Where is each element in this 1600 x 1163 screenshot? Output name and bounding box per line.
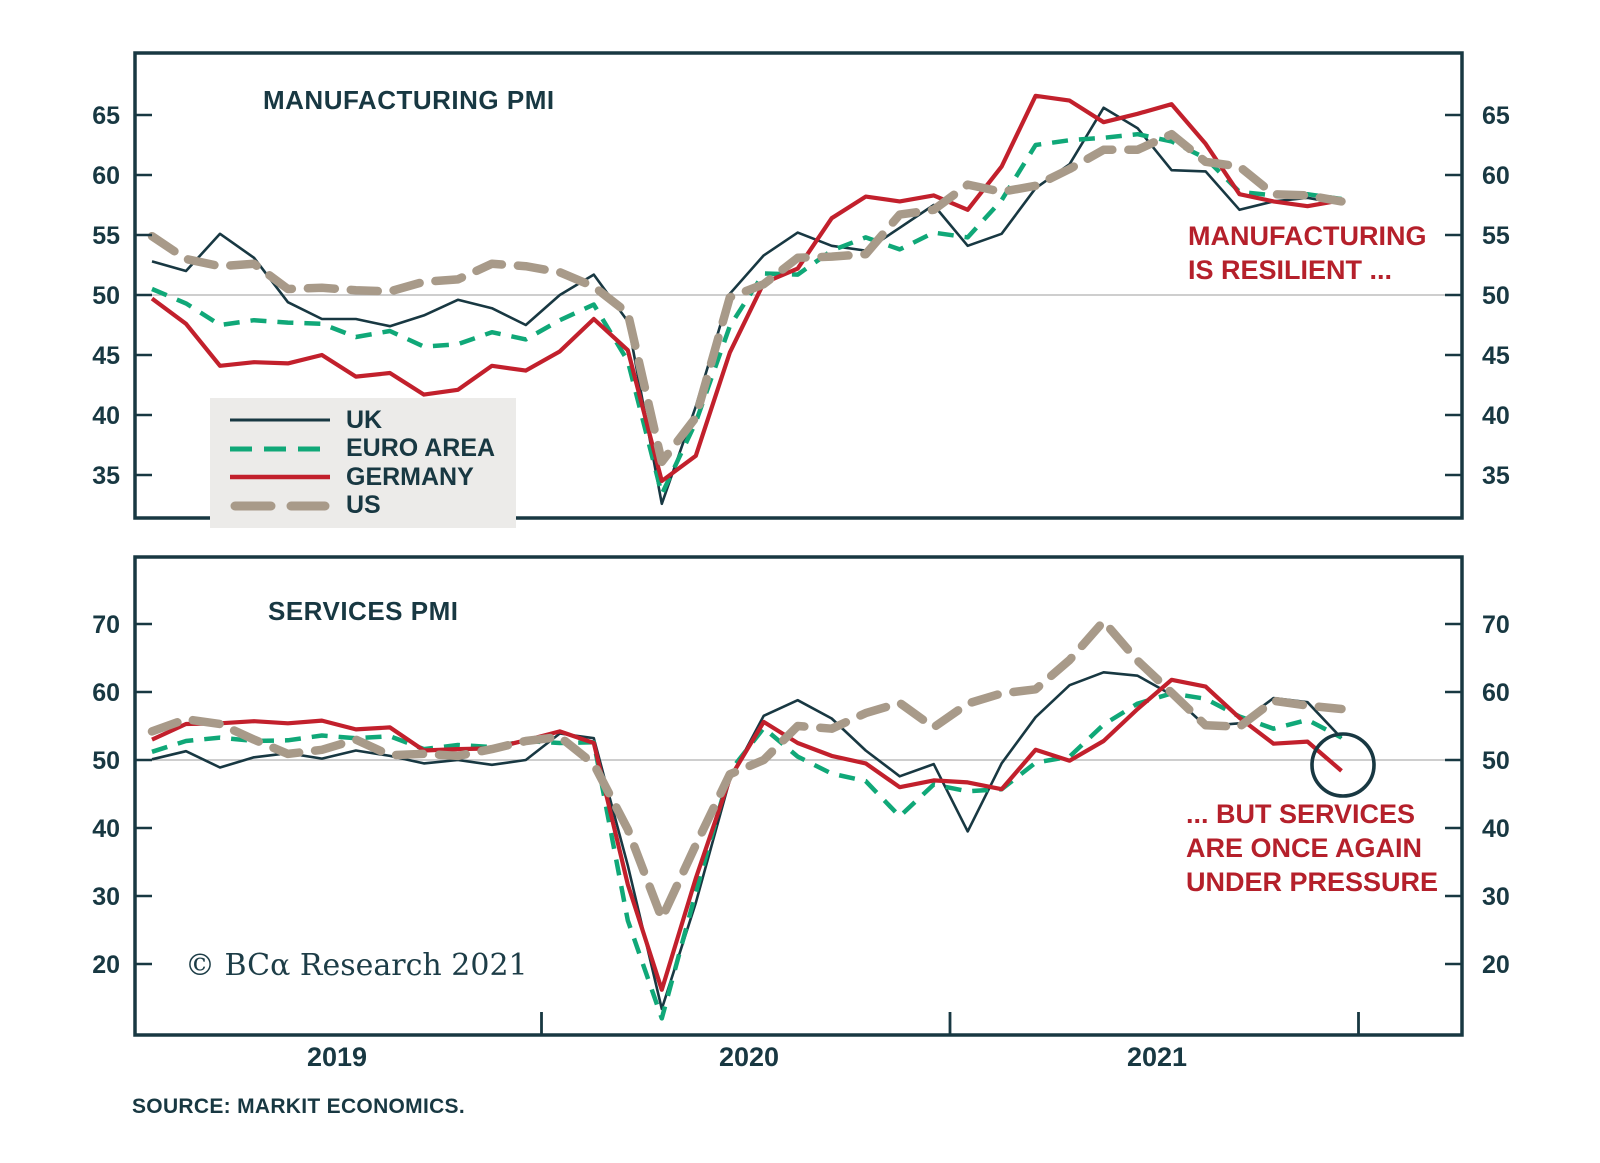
legend-item-uk: UK bbox=[230, 407, 516, 433]
mfg-line-euro_area bbox=[151, 131, 1342, 497]
svc-panel-frame bbox=[133, 555, 1464, 1037]
manufacturing-annotation: MANUFACTURING IS RESILIENT ... bbox=[1188, 221, 1427, 286]
x-axis-year-2021: 2021 bbox=[1126, 1042, 1188, 1072]
services-panel-title: SERVICES PMI bbox=[268, 596, 459, 626]
svc-left-tick-label-70: 70 bbox=[92, 611, 120, 639]
svc-line-us bbox=[147, 617, 1346, 923]
svc-line-germany bbox=[151, 677, 1343, 992]
mfg-right-tick-label-40: 40 bbox=[1482, 402, 1510, 430]
mfg-right-tick-label-65: 65 bbox=[1482, 102, 1510, 130]
mfg-right-tick-label-50: 50 bbox=[1482, 282, 1510, 310]
mfg-right-tick-label-60: 60 bbox=[1482, 162, 1510, 190]
legend-item-germany: GERMANY bbox=[230, 464, 516, 490]
mfg-line-germany bbox=[150, 93, 1342, 484]
us-line-sample-icon bbox=[230, 501, 330, 511]
svc-right-tick-label-70: 70 bbox=[1482, 611, 1510, 639]
svc-right-tick-label-40: 40 bbox=[1482, 815, 1510, 843]
legend: UK EURO AREA GERMANY US bbox=[210, 398, 516, 528]
mfg-left-tick-label-35: 35 bbox=[92, 462, 120, 490]
legend-label-euro-area: EURO AREA bbox=[346, 434, 496, 463]
copyright-note: © BCα Research 2021 bbox=[185, 948, 528, 983]
svc-left-tick-label-40: 40 bbox=[92, 815, 120, 843]
legend-label-us: US bbox=[346, 491, 381, 520]
svc-left-tick-label-20: 20 bbox=[92, 951, 120, 979]
mfg-panel-frame bbox=[133, 51, 1464, 520]
germany-line-sample-icon bbox=[230, 475, 330, 480]
manufacturing-panel-title: MANUFACTURING PMI bbox=[263, 85, 555, 115]
svc-left-tick-label-30: 30 bbox=[92, 883, 120, 911]
x-axis-year-2020: 2020 bbox=[718, 1042, 780, 1072]
legend-label-uk: UK bbox=[346, 405, 383, 434]
uk-line-sample-icon bbox=[230, 418, 330, 422]
mfg-left-tick-label-60: 60 bbox=[92, 162, 120, 190]
svc-left-tick-label-60: 60 bbox=[92, 679, 120, 707]
svc-left-tick-label-50: 50 bbox=[92, 747, 120, 775]
euro-area-line-sample-icon bbox=[230, 446, 330, 452]
svc-right-tick-label-60: 60 bbox=[1482, 679, 1510, 707]
legend-item-euro-area: EURO AREA bbox=[230, 436, 516, 462]
mfg-left-tick-label-55: 55 bbox=[92, 222, 120, 250]
services-under-pressure-circle bbox=[1310, 732, 1376, 798]
mfg-right-tick-label-55: 55 bbox=[1482, 222, 1510, 250]
mfg-left-tick-label-50: 50 bbox=[92, 282, 120, 310]
legend-label-germany: GERMANY bbox=[346, 462, 474, 491]
x-axis-year-2019: 2019 bbox=[306, 1042, 368, 1072]
mfg-line-us bbox=[147, 129, 1346, 467]
source-note: SOURCE: MARKIT ECONOMICS. bbox=[132, 1095, 465, 1118]
mfg-right-tick-label-45: 45 bbox=[1482, 342, 1510, 370]
svc-right-tick-label-20: 20 bbox=[1482, 951, 1510, 979]
legend-item-us: US bbox=[230, 493, 516, 519]
svc-right-tick-label-30: 30 bbox=[1482, 883, 1510, 911]
services-annotation: ... BUT SERVICES ARE ONCE AGAIN UNDER PR… bbox=[1186, 799, 1439, 898]
mfg-left-tick-label-65: 65 bbox=[92, 102, 120, 130]
svc-right-tick-label-50: 50 bbox=[1482, 747, 1510, 775]
mfg-left-tick-label-45: 45 bbox=[92, 342, 120, 370]
mfg-right-tick-label-35: 35 bbox=[1482, 462, 1510, 490]
mfg-left-tick-label-40: 40 bbox=[92, 402, 120, 430]
